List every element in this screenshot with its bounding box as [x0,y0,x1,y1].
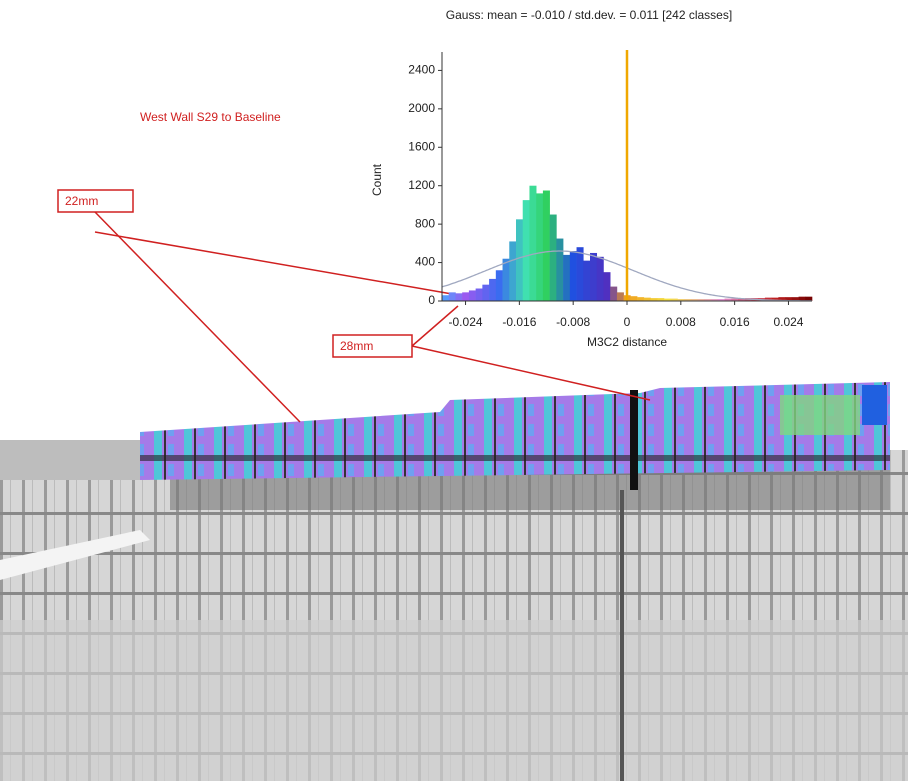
crack [620,490,624,781]
annotation: 28mm [340,339,373,353]
ledge [140,455,890,461]
chart-title: Gauss: mean = -0.010 / std.dev. = 0.011 … [446,8,732,22]
y-axis-label: Count [370,163,384,196]
x-tick-label: 0.008 [666,315,696,329]
y-tick-label: 800 [415,216,435,230]
deviation-green [780,395,860,435]
arrows [58,190,650,422]
bar [617,292,624,301]
wall-left [0,440,150,480]
y-tick-label: 2400 [408,63,435,77]
x-tick-label: -0.016 [502,315,536,329]
bar [583,261,590,301]
x-axis-label: M3C2 distance [587,335,667,349]
bar [442,295,449,301]
bar [556,239,563,301]
bar [610,287,617,301]
bar [543,191,550,301]
deviation-band [140,382,890,480]
bar [536,193,543,301]
bar [577,247,584,301]
bar [496,270,503,301]
wall-base [0,620,908,781]
deviation-blue [862,385,887,425]
x-tick-label: 0.024 [773,315,803,329]
joint [630,390,638,490]
bar [503,259,510,301]
y-tick-label: 2000 [408,101,435,115]
bar [469,290,476,301]
bar [637,297,644,301]
x-tick-label: -0.008 [556,315,590,329]
bar [482,285,489,301]
annotation: 22mm [65,194,98,208]
page: West Wall S29 to Baseline 22mm 28mm Gaus… [0,0,908,781]
x-tick-label: -0.024 [449,315,483,329]
bar [563,255,570,301]
bar [529,186,536,301]
bar [630,296,637,301]
bar [570,251,577,301]
bar [516,219,523,301]
point-cloud [0,382,908,781]
x-tick-label: 0.016 [720,315,750,329]
bar [462,292,469,301]
bar [449,292,456,301]
bar [523,200,530,301]
bar [590,253,597,301]
x-tick-label: 0 [624,315,631,329]
y-tick-label: 1600 [408,139,435,153]
bar [476,289,483,301]
y-tick-label: 0 [428,293,435,307]
plot: 0 400 800 1200 1600 2000 2400 -0.024 -0.016 -0.00… [408,50,812,329]
bar [597,257,604,301]
bar [644,298,651,301]
bar [455,293,462,301]
annotation: West Wall S29 to Baseline [140,110,281,124]
y-tick-label: 1200 [408,178,435,192]
bar [603,272,610,301]
bar [489,279,496,301]
bar [550,215,557,301]
y-tick-label: 400 [415,255,435,269]
bar [509,241,516,301]
